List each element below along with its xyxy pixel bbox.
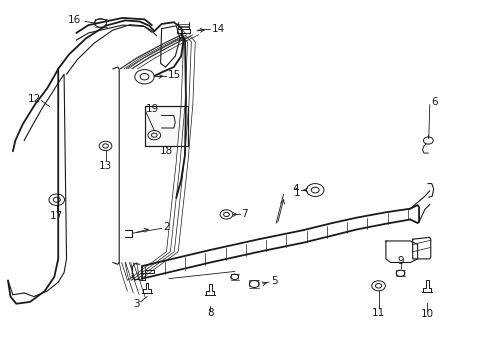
Text: 15: 15 — [167, 70, 181, 80]
Text: 17: 17 — [50, 211, 63, 221]
Text: 1: 1 — [294, 188, 300, 198]
Text: 10: 10 — [420, 309, 433, 319]
Text: 4: 4 — [292, 184, 299, 194]
Text: 19: 19 — [146, 104, 159, 114]
Text: 2: 2 — [163, 222, 169, 231]
Text: 16: 16 — [67, 15, 81, 26]
Text: 9: 9 — [396, 256, 403, 266]
Bar — [144, 107, 188, 146]
Text: 11: 11 — [371, 309, 385, 318]
Text: 18: 18 — [160, 146, 173, 156]
Text: 13: 13 — [99, 161, 112, 171]
Text: 14: 14 — [211, 24, 224, 34]
Bar — [144, 107, 188, 146]
Text: 12: 12 — [27, 94, 41, 104]
Text: 5: 5 — [270, 276, 277, 286]
Text: 8: 8 — [206, 309, 213, 318]
Text: 7: 7 — [241, 209, 248, 219]
Text: 3: 3 — [133, 299, 140, 309]
Text: 6: 6 — [430, 97, 437, 107]
